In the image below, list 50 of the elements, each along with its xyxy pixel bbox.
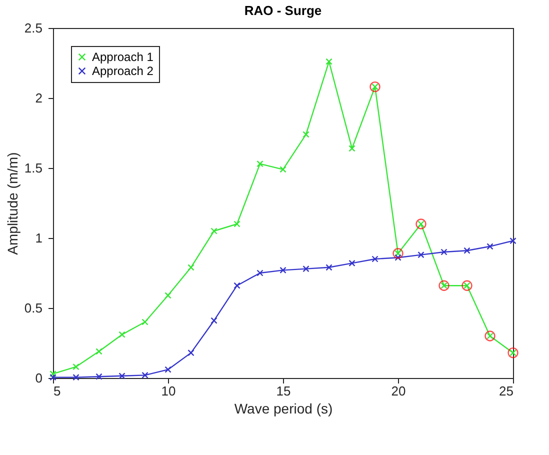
- point: [72, 374, 80, 381]
- point: [50, 374, 56, 381]
- point: [118, 372, 126, 380]
- point: [210, 317, 218, 324]
- point: [348, 260, 356, 267]
- point: [326, 264, 332, 271]
- point: [188, 264, 194, 271]
- x-tick-label: 15: [276, 384, 291, 398]
- point: [164, 292, 172, 299]
- point: [118, 331, 126, 338]
- point: [96, 348, 102, 355]
- x-axis-title: Wave period (s): [234, 400, 333, 416]
- point: [188, 349, 194, 356]
- point: [72, 363, 80, 370]
- legend-label: Approach 1: [92, 50, 154, 64]
- point: [210, 228, 218, 234]
- x-tick-label: 5: [54, 384, 61, 398]
- point: [164, 366, 172, 373]
- point: [256, 270, 264, 276]
- point: [372, 256, 378, 262]
- point: [142, 372, 148, 379]
- point: [394, 254, 402, 261]
- y-tick-label: 2: [35, 90, 42, 106]
- point: [280, 166, 286, 173]
- y-tick-label: 2.5: [24, 20, 42, 36]
- y-tick-label: 1.5: [24, 160, 42, 176]
- point: [486, 243, 494, 250]
- point: [256, 160, 264, 168]
- y-tick-label: 1: [35, 230, 42, 246]
- point: [326, 58, 332, 65]
- point: [348, 145, 356, 152]
- point: [234, 282, 240, 289]
- y-tick-label: 0: [35, 370, 42, 386]
- legend-label: Approach 2: [92, 64, 154, 78]
- point: [302, 131, 310, 138]
- point: [142, 318, 148, 326]
- point: [234, 220, 240, 228]
- x-tick-label: 25: [499, 384, 514, 398]
- point: [96, 373, 102, 380]
- x-tick-label: 10: [161, 384, 176, 398]
- point: [440, 248, 448, 256]
- point: [302, 265, 310, 272]
- point: [418, 251, 424, 258]
- point: [280, 266, 286, 274]
- x-tick-label: 20: [391, 384, 406, 398]
- chart-title: RAO - Surge: [244, 3, 322, 18]
- point: [464, 247, 470, 254]
- y-axis-title: Amplitude (m/m): [4, 152, 20, 255]
- point: [510, 237, 516, 244]
- y-tick-label: 0.5: [24, 300, 42, 316]
